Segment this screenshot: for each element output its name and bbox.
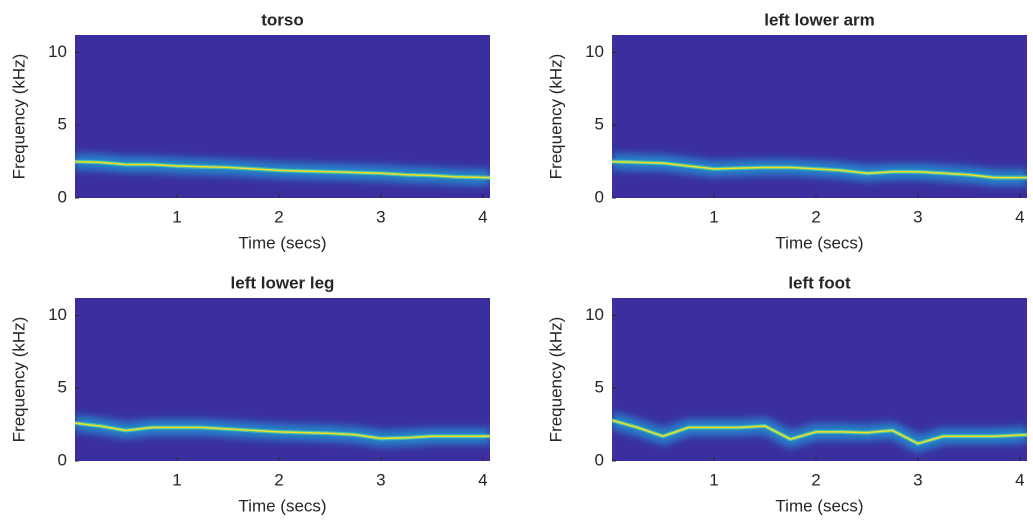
x-tick-label: 3 xyxy=(913,207,922,226)
y-axis-label: Frequency (kHz) xyxy=(9,317,28,443)
x-axis-label: Time (secs) xyxy=(775,496,863,515)
x-tick-label: 4 xyxy=(1015,207,1024,226)
y-tick-label: 10 xyxy=(585,42,604,61)
x-tick-label: 2 xyxy=(811,207,820,226)
plot-content xyxy=(612,153,1027,186)
ridge-line xyxy=(612,160,1027,179)
x-tick-label: 2 xyxy=(811,470,820,489)
y-tick-label: 0 xyxy=(595,187,604,206)
x-tick-label: 1 xyxy=(172,470,181,489)
plot-content xyxy=(75,153,490,186)
x-axis-label: Time (secs) xyxy=(238,496,326,515)
y-tick-label: 0 xyxy=(58,450,67,469)
x-tick-label: 1 xyxy=(709,207,718,226)
y-tick-label: 5 xyxy=(595,378,604,397)
chart-title: left lower leg xyxy=(231,273,335,292)
y-tick-label: 0 xyxy=(58,187,67,206)
y-tick-label: 10 xyxy=(48,305,67,324)
x-tick-label: 4 xyxy=(478,207,487,226)
x-tick-label: 2 xyxy=(274,207,283,226)
y-tick-label: 5 xyxy=(58,115,67,134)
y-axis-label: Frequency (kHz) xyxy=(9,54,28,180)
y-tick-label: 0 xyxy=(595,450,604,469)
y-axis-label: Frequency (kHz) xyxy=(546,317,565,443)
chart-title: left lower arm xyxy=(764,10,875,29)
chart-title: left foot xyxy=(788,273,851,292)
x-tick-label: 4 xyxy=(478,470,487,489)
y-tick-label: 10 xyxy=(48,42,67,61)
x-axis-label: Time (secs) xyxy=(238,233,326,252)
chart-title: torso xyxy=(261,10,304,29)
x-tick-label: 3 xyxy=(376,207,385,226)
y-axis-label: Frequency (kHz) xyxy=(546,54,565,180)
x-axis-label: Time (secs) xyxy=(775,233,863,252)
y-tick-label: 5 xyxy=(595,115,604,134)
plot-content xyxy=(612,412,1027,453)
x-tick-label: 1 xyxy=(172,207,181,226)
x-tick-label: 3 xyxy=(376,470,385,489)
ridge-line xyxy=(612,419,1027,445)
x-tick-label: 3 xyxy=(913,470,922,489)
x-tick-label: 4 xyxy=(1015,470,1024,489)
ridge-line xyxy=(75,422,490,440)
x-tick-label: 1 xyxy=(709,470,718,489)
y-tick-label: 5 xyxy=(58,378,67,397)
ridge-line xyxy=(75,160,490,179)
y-tick-label: 10 xyxy=(585,305,604,324)
x-tick-label: 2 xyxy=(274,470,283,489)
plot-content xyxy=(75,415,490,447)
